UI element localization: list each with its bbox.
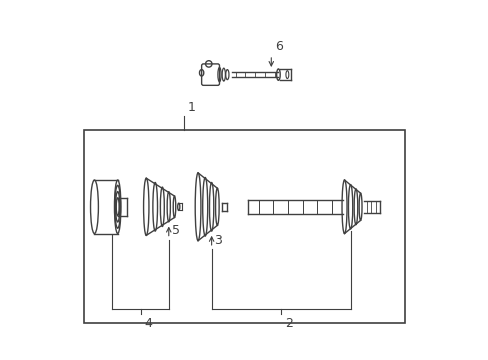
Text: 2: 2 (284, 317, 292, 330)
Text: 4: 4 (144, 317, 152, 330)
Text: 3: 3 (214, 234, 222, 247)
Text: 1: 1 (187, 101, 195, 114)
Text: 5: 5 (171, 224, 179, 237)
Text: 6: 6 (274, 40, 282, 53)
Bar (83, 130, 405, 323)
